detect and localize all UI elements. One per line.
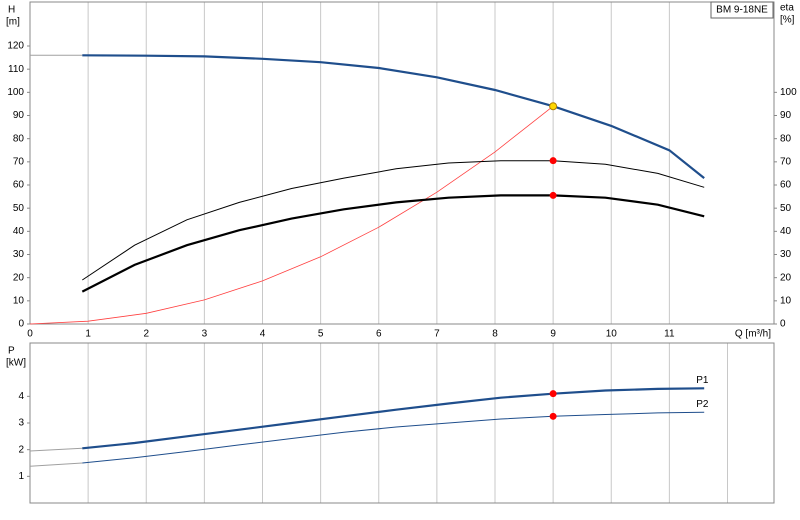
operating-point <box>549 157 557 165</box>
y2-tick-label: 100 <box>780 87 797 98</box>
x-tick-label: 1 <box>85 329 91 340</box>
y2-tick-label: 20 <box>780 272 792 283</box>
y-tick-label: 0 <box>18 319 24 330</box>
chart-title: BM 9-18NE <box>716 5 768 16</box>
x-tick-label: 4 <box>260 329 266 340</box>
y-tick-label: 80 <box>13 133 25 144</box>
x-tick-label: 7 <box>434 329 440 340</box>
curve <box>82 387 705 450</box>
curve <box>29 447 83 452</box>
y2-tick-label: 50 <box>780 203 792 214</box>
y-axis-unit: [m] <box>6 17 20 28</box>
x-tick-label: 11 <box>664 329 675 340</box>
y2-tick-label: 30 <box>780 249 792 260</box>
operating-point <box>549 191 557 199</box>
x-tick-label: 5 <box>318 329 324 340</box>
y-tick-label: 1 <box>18 471 24 482</box>
operating-point <box>549 412 557 420</box>
curve <box>82 411 705 464</box>
y-tick-label: 120 <box>7 41 24 52</box>
y2-tick-label: 80 <box>780 133 792 144</box>
curve <box>82 160 705 281</box>
y2-tick-label: 60 <box>780 180 792 191</box>
y-tick-label: 10 <box>13 295 25 306</box>
curve <box>82 54 705 179</box>
y-axis-unit: [kW] <box>6 358 26 369</box>
operating-point <box>549 102 558 111</box>
operating-point <box>549 390 557 398</box>
y-tick-label: 50 <box>13 203 25 214</box>
series-label: P1 <box>696 375 709 386</box>
y-tick-label: 60 <box>13 180 25 191</box>
x-tick-label: 2 <box>143 329 149 340</box>
y-tick-label: 90 <box>13 110 25 121</box>
x-tick-label: 10 <box>606 329 618 340</box>
y2-tick-label: 70 <box>780 156 792 167</box>
curve <box>29 462 83 467</box>
y-tick-label: 4 <box>18 391 24 402</box>
y-tick-label: 110 <box>8 64 24 75</box>
x-tick-label: 3 <box>202 329 208 340</box>
curve <box>29 105 554 325</box>
title-box <box>710 1 774 19</box>
y-tick-label: 70 <box>13 156 25 167</box>
x-tick-label: 9 <box>550 329 556 340</box>
y2-tick-label: 90 <box>780 110 792 121</box>
y-axis-label: H <box>8 5 15 16</box>
series-label: P2 <box>696 399 709 410</box>
y2-axis-label: eta <box>780 3 794 14</box>
y2-tick-label: 10 <box>780 295 792 306</box>
curve <box>81 194 705 293</box>
y-tick-label: 100 <box>7 87 24 98</box>
plot-frame <box>29 1 775 325</box>
x-tick-label: 8 <box>492 329 498 340</box>
y2-axis-unit: [%] <box>780 15 795 26</box>
y2-tick-label: 0 <box>780 319 786 330</box>
y-tick-label: 20 <box>13 272 25 283</box>
x-tick-label: 6 <box>376 329 382 340</box>
x-axis-label: Q [m³/h] <box>735 329 771 340</box>
y2-tick-label: 40 <box>780 226 792 237</box>
y-tick-label: 30 <box>13 249 25 260</box>
y-tick-label: 2 <box>18 444 24 455</box>
y-tick-label: 40 <box>13 226 25 237</box>
y-axis-label: P <box>8 346 15 357</box>
y-tick-label: 3 <box>18 418 24 429</box>
x-tick-label: 0 <box>27 329 33 340</box>
